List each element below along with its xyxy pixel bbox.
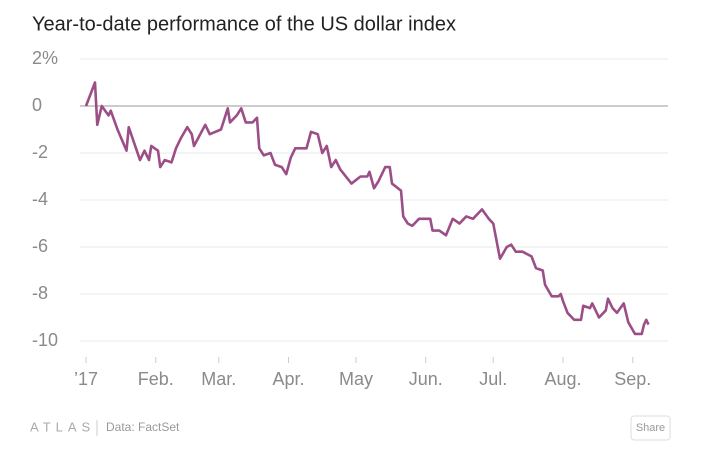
x-tick-label: Jul. bbox=[479, 369, 507, 389]
source: Data: FactSet bbox=[106, 420, 180, 434]
y-tick-label: -6 bbox=[32, 236, 48, 256]
x-tick-label: May bbox=[339, 369, 373, 389]
share-label[interactable]: Share bbox=[636, 422, 665, 434]
y-tick-label: -10 bbox=[32, 330, 58, 350]
share-button[interactable] bbox=[630, 415, 671, 441]
x-tick-label: Apr. bbox=[272, 369, 304, 389]
y-tick-label: -2 bbox=[32, 142, 48, 162]
x-tick-label: Mar. bbox=[201, 369, 236, 389]
x-tick-label: Feb. bbox=[138, 369, 174, 389]
x-tick-label: Jun. bbox=[409, 369, 443, 389]
y-tick-label: 0 bbox=[32, 95, 42, 115]
brand: ATLAS bbox=[30, 419, 95, 434]
series-line bbox=[84, 81, 650, 336]
x-tick-label: ’17 bbox=[74, 369, 98, 389]
y-tick-label: -8 bbox=[32, 283, 48, 303]
y-tick-label: 2% bbox=[32, 48, 58, 68]
y-tick-label: -4 bbox=[32, 189, 48, 209]
x-tick-label: Sep. bbox=[614, 369, 651, 389]
x-tick-label: Aug. bbox=[544, 369, 581, 389]
chart-title: Year-to-date performance of the US dolla… bbox=[32, 13, 456, 35]
